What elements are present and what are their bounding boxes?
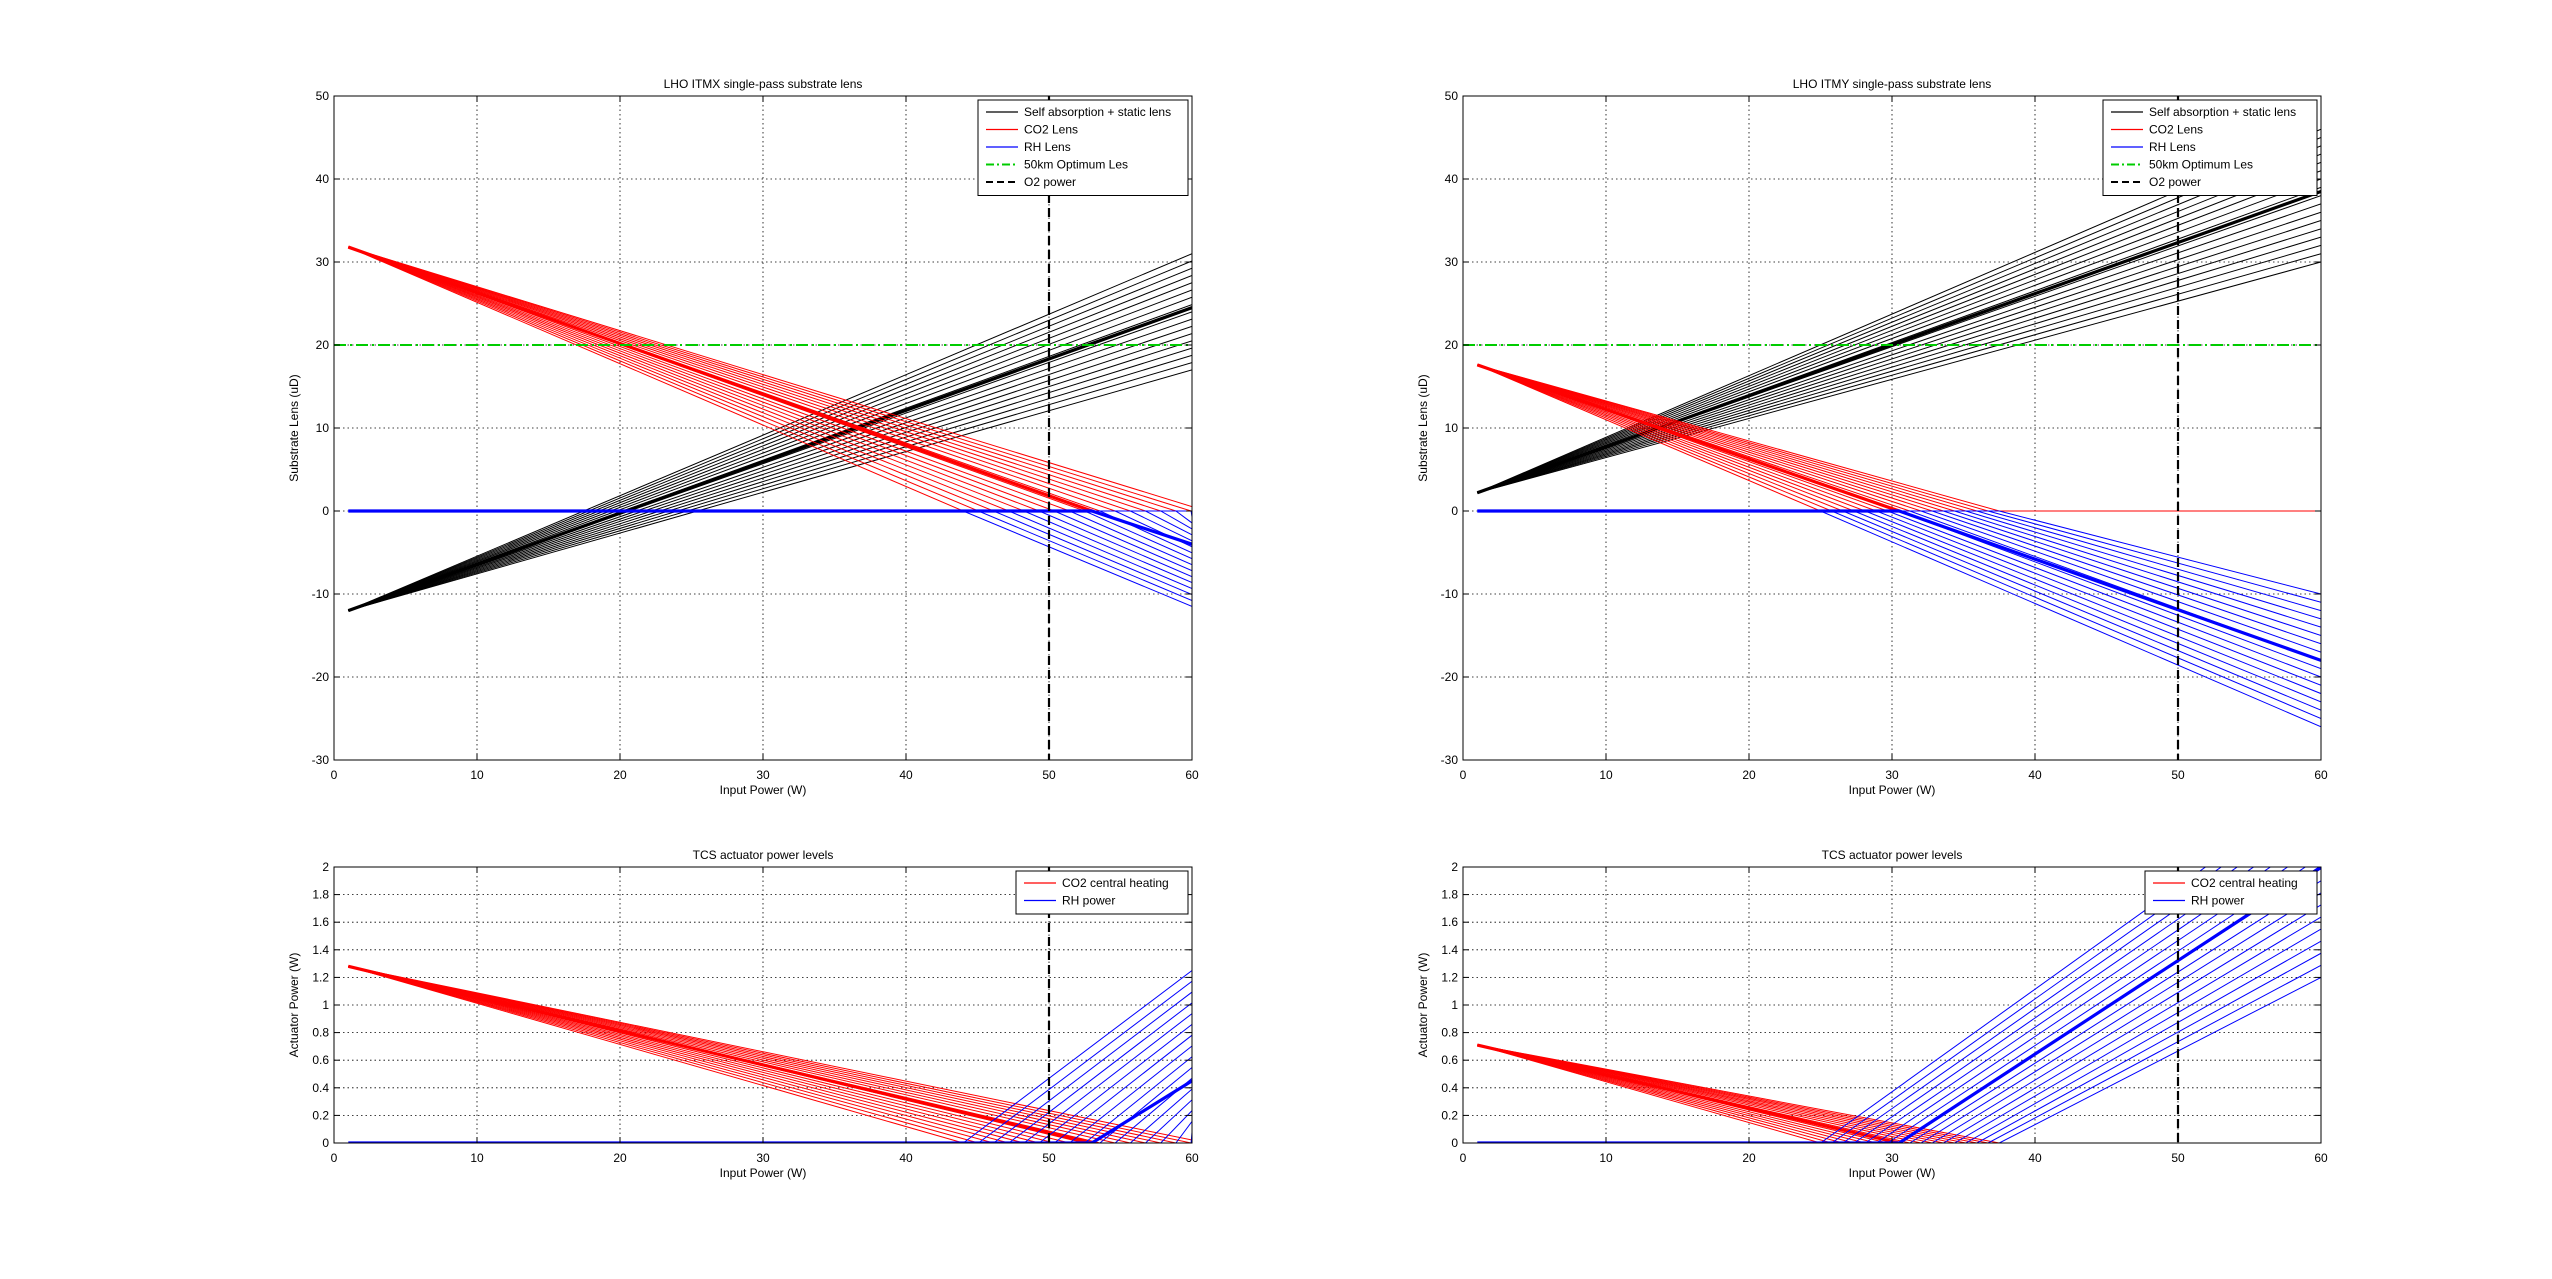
legend-entry: CO2 Lens bbox=[1024, 123, 1078, 137]
legend-entry: 50km Optimum Les bbox=[1024, 158, 1128, 172]
y-tick-label: 0 bbox=[1451, 1136, 1458, 1150]
y-tick-label: 50 bbox=[1445, 89, 1459, 103]
x-tick-label: 40 bbox=[899, 768, 913, 782]
legend: CO2 central heating RH power bbox=[1016, 871, 1188, 914]
x-tick-label: 10 bbox=[1599, 1151, 1613, 1165]
legend-entry: RH Lens bbox=[2149, 140, 2196, 154]
y-tick-label: 1 bbox=[322, 998, 329, 1012]
x-axis-label: Input Power (W) bbox=[1849, 783, 1936, 797]
x-tick-label: 10 bbox=[470, 768, 484, 782]
y-axis-label: Actuator Power (W) bbox=[1416, 953, 1430, 1058]
y-tick-label: 0 bbox=[1451, 504, 1458, 518]
y-axis-label: Substrate Lens (uD) bbox=[1416, 374, 1430, 481]
chart-title: TCS actuator power levels bbox=[1822, 848, 1963, 862]
x-tick-label: 30 bbox=[1885, 1151, 1899, 1165]
x-tick-label: 10 bbox=[470, 1151, 484, 1165]
x-tick-label: 50 bbox=[1042, 1151, 1056, 1165]
y-tick-label: -20 bbox=[312, 670, 330, 684]
x-tick-label: 30 bbox=[756, 768, 770, 782]
y-tick-label: 1.8 bbox=[312, 888, 329, 902]
y-tick-label: 0 bbox=[322, 504, 329, 518]
x-tick-label: 30 bbox=[1885, 768, 1899, 782]
x-tick-label: 40 bbox=[2028, 768, 2042, 782]
y-tick-label: 1.6 bbox=[312, 915, 329, 929]
y-tick-label: -20 bbox=[1441, 670, 1459, 684]
y-tick-label: 10 bbox=[316, 421, 330, 435]
y-tick-label: 40 bbox=[1445, 172, 1459, 186]
legend: CO2 central heating RH power bbox=[2145, 871, 2317, 914]
y-tick-label: 20 bbox=[1445, 338, 1459, 352]
x-tick-label: 20 bbox=[613, 1151, 627, 1165]
chart-title: LHO ITMX single-pass substrate lens bbox=[664, 77, 863, 91]
y-tick-label: 1.8 bbox=[1441, 888, 1458, 902]
y-tick-label: 1.4 bbox=[1441, 943, 1458, 957]
legend-entry: O2 power bbox=[1024, 175, 1076, 189]
legend-entry: RH Lens bbox=[1024, 140, 1071, 154]
x-tick-label: 50 bbox=[1042, 768, 1056, 782]
y-tick-label: 50 bbox=[316, 89, 330, 103]
y-tick-label: 0.8 bbox=[1441, 1026, 1458, 1040]
x-tick-label: 20 bbox=[613, 768, 627, 782]
legend-entry: RH power bbox=[2191, 894, 2244, 908]
x-tick-label: 50 bbox=[2171, 768, 2185, 782]
y-tick-label: 20 bbox=[316, 338, 330, 352]
legend-entry: CO2 central heating bbox=[2191, 876, 2298, 890]
legend: Self absorption + static lens CO2 Lens RH … bbox=[2103, 100, 2317, 196]
x-tick-label: 30 bbox=[756, 1151, 770, 1165]
chart-title: TCS actuator power levels bbox=[693, 848, 834, 862]
y-tick-label: 1 bbox=[1451, 998, 1458, 1012]
y-tick-label: 0 bbox=[322, 1136, 329, 1150]
y-axis-label: Actuator Power (W) bbox=[287, 953, 301, 1058]
legend-entry: RH power bbox=[1062, 894, 1115, 908]
x-tick-label: 40 bbox=[899, 1151, 913, 1165]
legend-entry: CO2 Lens bbox=[2149, 123, 2203, 137]
y-tick-label: 0.6 bbox=[312, 1053, 329, 1067]
y-tick-label: 2 bbox=[322, 860, 329, 874]
legend-entry: O2 power bbox=[2149, 175, 2201, 189]
x-tick-label: 0 bbox=[331, 1151, 338, 1165]
y-tick-label: 30 bbox=[316, 255, 330, 269]
x-tick-label: 10 bbox=[1599, 768, 1613, 782]
y-tick-label: -10 bbox=[312, 587, 330, 601]
x-tick-label: 50 bbox=[2171, 1151, 2185, 1165]
chart-title: LHO ITMY single-pass substrate lens bbox=[1793, 77, 1992, 91]
x-axis-label: Input Power (W) bbox=[1849, 1166, 1936, 1180]
x-tick-label: 40 bbox=[2028, 1151, 2042, 1165]
y-tick-label: 2 bbox=[1451, 860, 1458, 874]
legend: Self absorption + static lens CO2 Lens RH … bbox=[978, 100, 1188, 196]
y-tick-label: -30 bbox=[312, 753, 330, 767]
y-tick-label: 0.4 bbox=[312, 1081, 329, 1095]
y-tick-label: 30 bbox=[1445, 255, 1459, 269]
x-tick-label: 20 bbox=[1742, 1151, 1756, 1165]
y-tick-label: 1.4 bbox=[312, 943, 329, 957]
x-tick-label: 60 bbox=[1185, 1151, 1199, 1165]
y-axis-label: Substrate Lens (uD) bbox=[287, 374, 301, 481]
y-tick-label: 0.8 bbox=[312, 1026, 329, 1040]
y-tick-label: 0.6 bbox=[1441, 1053, 1458, 1067]
legend-entry: 50km Optimum Les bbox=[2149, 158, 2253, 172]
y-tick-label: 1.2 bbox=[312, 970, 329, 984]
y-tick-label: 10 bbox=[1445, 421, 1459, 435]
y-tick-label: 0.2 bbox=[1441, 1108, 1458, 1122]
y-tick-label: 40 bbox=[316, 172, 330, 186]
y-tick-label: 0.4 bbox=[1441, 1081, 1458, 1095]
x-tick-label: 0 bbox=[331, 768, 338, 782]
y-tick-label: 0.2 bbox=[312, 1108, 329, 1122]
x-axis-label: Input Power (W) bbox=[720, 783, 807, 797]
y-tick-label: 1.6 bbox=[1441, 915, 1458, 929]
y-tick-label: 1.2 bbox=[1441, 970, 1458, 984]
y-tick-label: -30 bbox=[1441, 753, 1459, 767]
y-tick-label: -10 bbox=[1441, 587, 1459, 601]
x-axis-label: Input Power (W) bbox=[720, 1166, 807, 1180]
x-tick-label: 0 bbox=[1460, 768, 1467, 782]
x-tick-label: 60 bbox=[2314, 768, 2328, 782]
x-tick-label: 60 bbox=[2314, 1151, 2328, 1165]
x-tick-label: 0 bbox=[1460, 1151, 1467, 1165]
legend-entry: CO2 central heating bbox=[1062, 876, 1169, 890]
x-tick-label: 60 bbox=[1185, 768, 1199, 782]
legend-entry: Self absorption + static lens bbox=[2149, 105, 2296, 119]
x-tick-label: 20 bbox=[1742, 768, 1756, 782]
legend-entry: Self absorption + static lens bbox=[1024, 105, 1171, 119]
